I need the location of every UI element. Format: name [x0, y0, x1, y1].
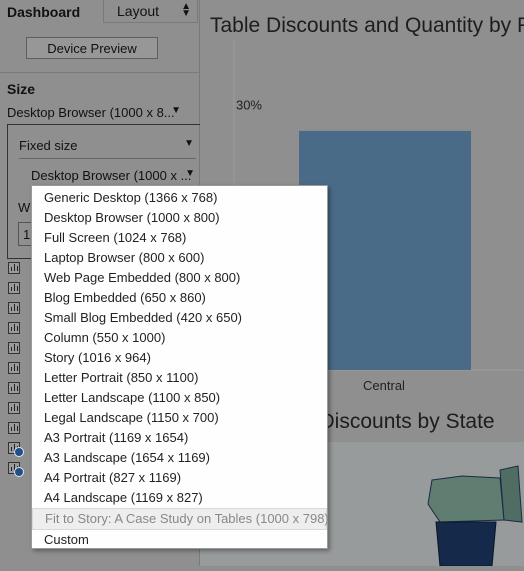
device-size-select[interactable]: Desktop Browser (1000 x ... ▼	[31, 168, 197, 183]
dropdown-item[interactable]: Column (550 x 1000)	[44, 330, 166, 345]
device-preview-button[interactable]: Device Preview	[26, 37, 158, 59]
sheet-icon[interactable]	[8, 362, 20, 374]
dropdown-item[interactable]: Letter Portrait (850 x 1100)	[44, 370, 199, 385]
dropdown-arrow-icon: ▼	[184, 138, 194, 149]
y-tick-label: 30%	[236, 97, 262, 112]
tab-dashboard[interactable]: Dashboard	[7, 4, 81, 20]
sheet-icon[interactable]	[8, 302, 20, 314]
tab-layout-label: Layout	[117, 3, 160, 19]
dropdown-item[interactable]: A4 Landscape (1169 x 827)	[44, 490, 203, 505]
sheet-icon[interactable]	[8, 322, 20, 334]
map-shapes	[427, 465, 523, 567]
dropdown-item[interactable]: Full Screen (1024 x 768)	[44, 230, 187, 245]
dropdown-item[interactable]: Laptop Browser (800 x 600)	[44, 250, 205, 265]
map-state-oregon	[427, 475, 505, 523]
sheet-icon[interactable]	[8, 262, 20, 274]
map-title: e Discounts by State	[302, 410, 495, 433]
sheet-icon[interactable]	[8, 342, 20, 354]
size-options-panel: Fixed size ▼ Desktop Browser (1000 x ...…	[7, 124, 204, 259]
sheet-icon[interactable]	[8, 382, 20, 394]
dropdown-item[interactable]: Letter Landscape (1100 x 850)	[44, 390, 221, 405]
dropdown-item[interactable]: A4 Portrait (827 x 1169)	[44, 470, 182, 485]
tab-layout[interactable]: Layout ▲ ▼	[103, 0, 198, 23]
map-state-idaho	[499, 465, 523, 523]
dropdown-item[interactable]: Blog Embedded (650 x 860)	[44, 290, 206, 305]
sheet-icon[interactable]	[8, 442, 24, 457]
dropdown-item[interactable]: Generic Desktop (1366 x 768)	[44, 190, 218, 205]
dropdown-item[interactable]: A3 Landscape (1654 x 1169)	[44, 450, 210, 465]
dropdown-item[interactable]: Desktop Browser (1000 x 800)	[44, 210, 220, 225]
dropdown-item[interactable]: Legal Landscape (1150 x 700)	[44, 410, 219, 425]
dropdown-item[interactable]: A3 Portrait (1169 x 1654)	[44, 430, 189, 445]
dropdown-item[interactable]: Story (1016 x 964)	[44, 350, 151, 365]
sheet-list	[8, 262, 24, 482]
device-size-value: Desktop Browser (1000 x ...	[31, 168, 192, 183]
width-input[interactable]: 1	[18, 222, 34, 246]
dropdown-item[interactable]: Custom	[44, 532, 89, 547]
sheet-icon[interactable]	[8, 402, 20, 414]
chart-title: Table Discounts and Quantity by R	[210, 14, 524, 37]
sheet-icon[interactable]	[8, 422, 20, 434]
sheet-icon[interactable]	[8, 282, 20, 294]
sheet-icon[interactable]	[8, 462, 24, 477]
updown-icon: ▲ ▼	[181, 1, 191, 19]
check-badge-icon	[14, 467, 24, 477]
fixed-size-label: Fixed size	[19, 138, 78, 153]
size-select-value: Desktop Browser (1000 x 8...	[7, 105, 175, 120]
check-badge-icon	[14, 447, 24, 457]
device-size-dropdown-menu: Generic Desktop (1366 x 768) Desktop Brow…	[31, 185, 329, 549]
size-section-title: Size	[7, 81, 36, 97]
divider	[0, 72, 199, 73]
dropdown-item[interactable]: Small Blog Embedded (420 x 650)	[44, 310, 243, 325]
x-tick-label: Central	[363, 378, 405, 393]
dropdown-item[interactable]: Fit to Story: A Case Study on Tables (10…	[32, 508, 329, 530]
width-label: W	[18, 200, 31, 215]
size-select[interactable]: Desktop Browser (1000 x 8... ▼	[7, 105, 185, 120]
dropdown-item[interactable]: Web Page Embedded (800 x 800)	[44, 270, 241, 285]
dropdown-arrow-icon: ▼	[171, 105, 181, 116]
map-state-california	[435, 521, 497, 567]
dropdown-arrow-icon: ▼	[185, 168, 195, 179]
fixed-size-select[interactable]: Fixed size ▼	[19, 138, 196, 159]
